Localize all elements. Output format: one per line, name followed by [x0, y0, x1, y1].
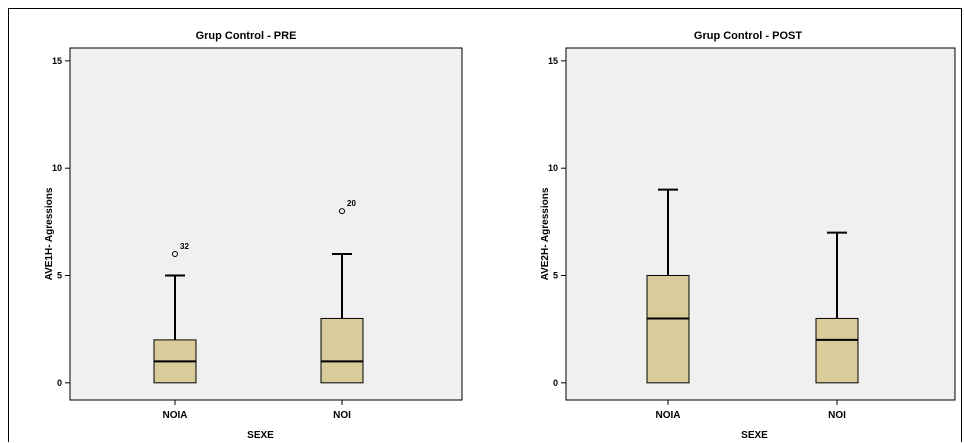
chart1-x-tick-label-noi: NOI	[828, 410, 846, 421]
chart0-x-tick-label-noia: NOIA	[163, 410, 188, 421]
chart1-box-noi-iqr	[815, 317, 859, 384]
chart1-y-tick-label-0: 0	[553, 378, 558, 388]
chart1-y-tick-label-5: 5	[553, 271, 558, 281]
chart1-y-tick-label-10: 10	[548, 163, 558, 173]
chart0-box-noi-iqr	[320, 317, 364, 384]
chart0-y-tick-label-10: 10	[52, 163, 62, 173]
chart0-y-tick-label-5: 5	[57, 271, 62, 281]
chart1-y-axis-label: AVE2H- Agressions	[540, 187, 551, 280]
chart0-box-noia-outlier-32	[172, 251, 178, 258]
chart1-box-noia-iqr	[646, 275, 690, 384]
figure-frame	[8, 8, 962, 442]
chart0-plot-area	[69, 47, 463, 401]
chart0-x-tick-label-noi: NOI	[333, 410, 351, 421]
chart1-plot-area	[565, 47, 956, 401]
chart0-y-tick-label-0: 0	[57, 378, 62, 388]
chart0-box-noia-outlier-label-32: 32	[180, 242, 189, 251]
chart0-y-tick-label-15: 15	[52, 56, 62, 66]
chart0-x-axis-label: SEXE	[247, 430, 274, 441]
chart0-y-axis-label: AVE1H- Agressions	[44, 187, 55, 280]
chart1-y-tick-label-15: 15	[548, 56, 558, 66]
chart0-box-noi-outlier-20	[339, 208, 345, 215]
chart1-x-axis-label: SEXE	[741, 430, 768, 441]
chart0-title: Grup Control - PRE	[196, 30, 297, 42]
chart1-title: Grup Control - POST	[694, 30, 802, 42]
chart0-box-noi-outlier-label-20: 20	[347, 199, 356, 208]
chart1-x-tick-label-noia: NOIA	[656, 410, 681, 421]
